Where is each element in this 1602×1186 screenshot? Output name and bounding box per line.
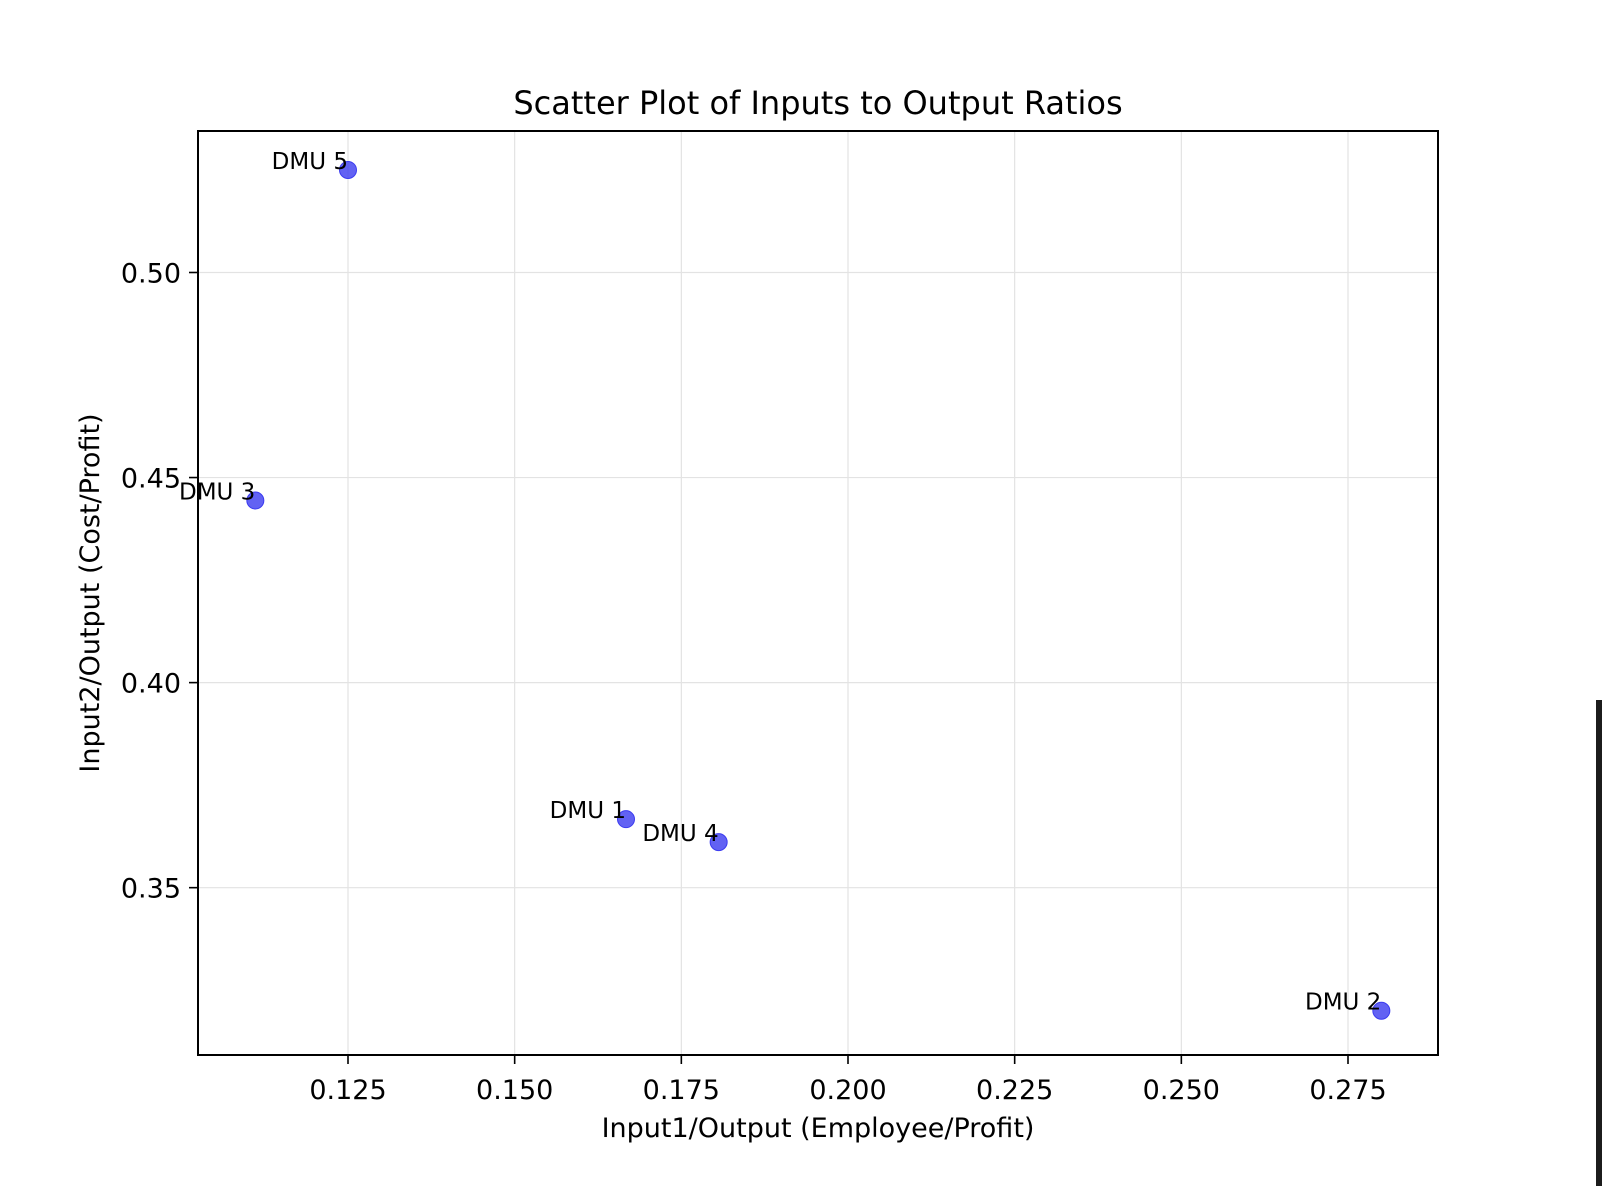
plot-area-frame	[197, 130, 1439, 1056]
x-tick-label: 0.250	[1143, 1075, 1220, 1106]
x-tick-label: 0.200	[809, 1075, 886, 1106]
data-point-label: DMU 4	[642, 821, 718, 847]
data-point	[617, 810, 635, 829]
data-point	[1372, 1001, 1391, 1020]
data-point-label: DMU 3	[179, 480, 255, 506]
y-tick-label: 0.35	[121, 874, 181, 905]
data-points: DMU 1 DMU 2 DMU 3 DMU 4 DMU 5	[179, 149, 1391, 1020]
y-axis-ticks: 0.35 0.40 0.45 0.50	[121, 258, 198, 905]
data-point-label: DMU 5	[272, 149, 348, 175]
data-point-label: DMU 2	[1305, 990, 1381, 1016]
x-tick-label: 0.225	[976, 1075, 1053, 1106]
chart-title: Scatter Plot of Inputs to Output Ratios	[513, 84, 1122, 122]
data-point	[246, 491, 265, 510]
x-axis-ticks: 0.125 0.150 0.175 0.200 0.225 0.250 0.275	[309, 1055, 1387, 1106]
x-tick-label: 0.150	[476, 1075, 553, 1106]
x-tick-label: 0.275	[1309, 1075, 1386, 1106]
y-tick-label: 0.40	[121, 669, 181, 700]
y-tick-label: 0.45	[121, 464, 181, 495]
x-tick-label: 0.175	[643, 1075, 720, 1106]
data-point	[709, 833, 728, 852]
data-point-label: DMU 1	[550, 798, 626, 824]
y-axis-label: Input2/Output (Cost/Profit)	[75, 413, 106, 772]
window-edge-strip	[1596, 700, 1602, 1186]
grid-lines	[198, 131, 1438, 1055]
x-axis-label: Input1/Output (Employee/Profit)	[602, 1113, 1035, 1144]
y-tick-label: 0.50	[121, 258, 181, 289]
x-tick-label: 0.125	[309, 1075, 386, 1106]
data-point	[339, 160, 357, 179]
